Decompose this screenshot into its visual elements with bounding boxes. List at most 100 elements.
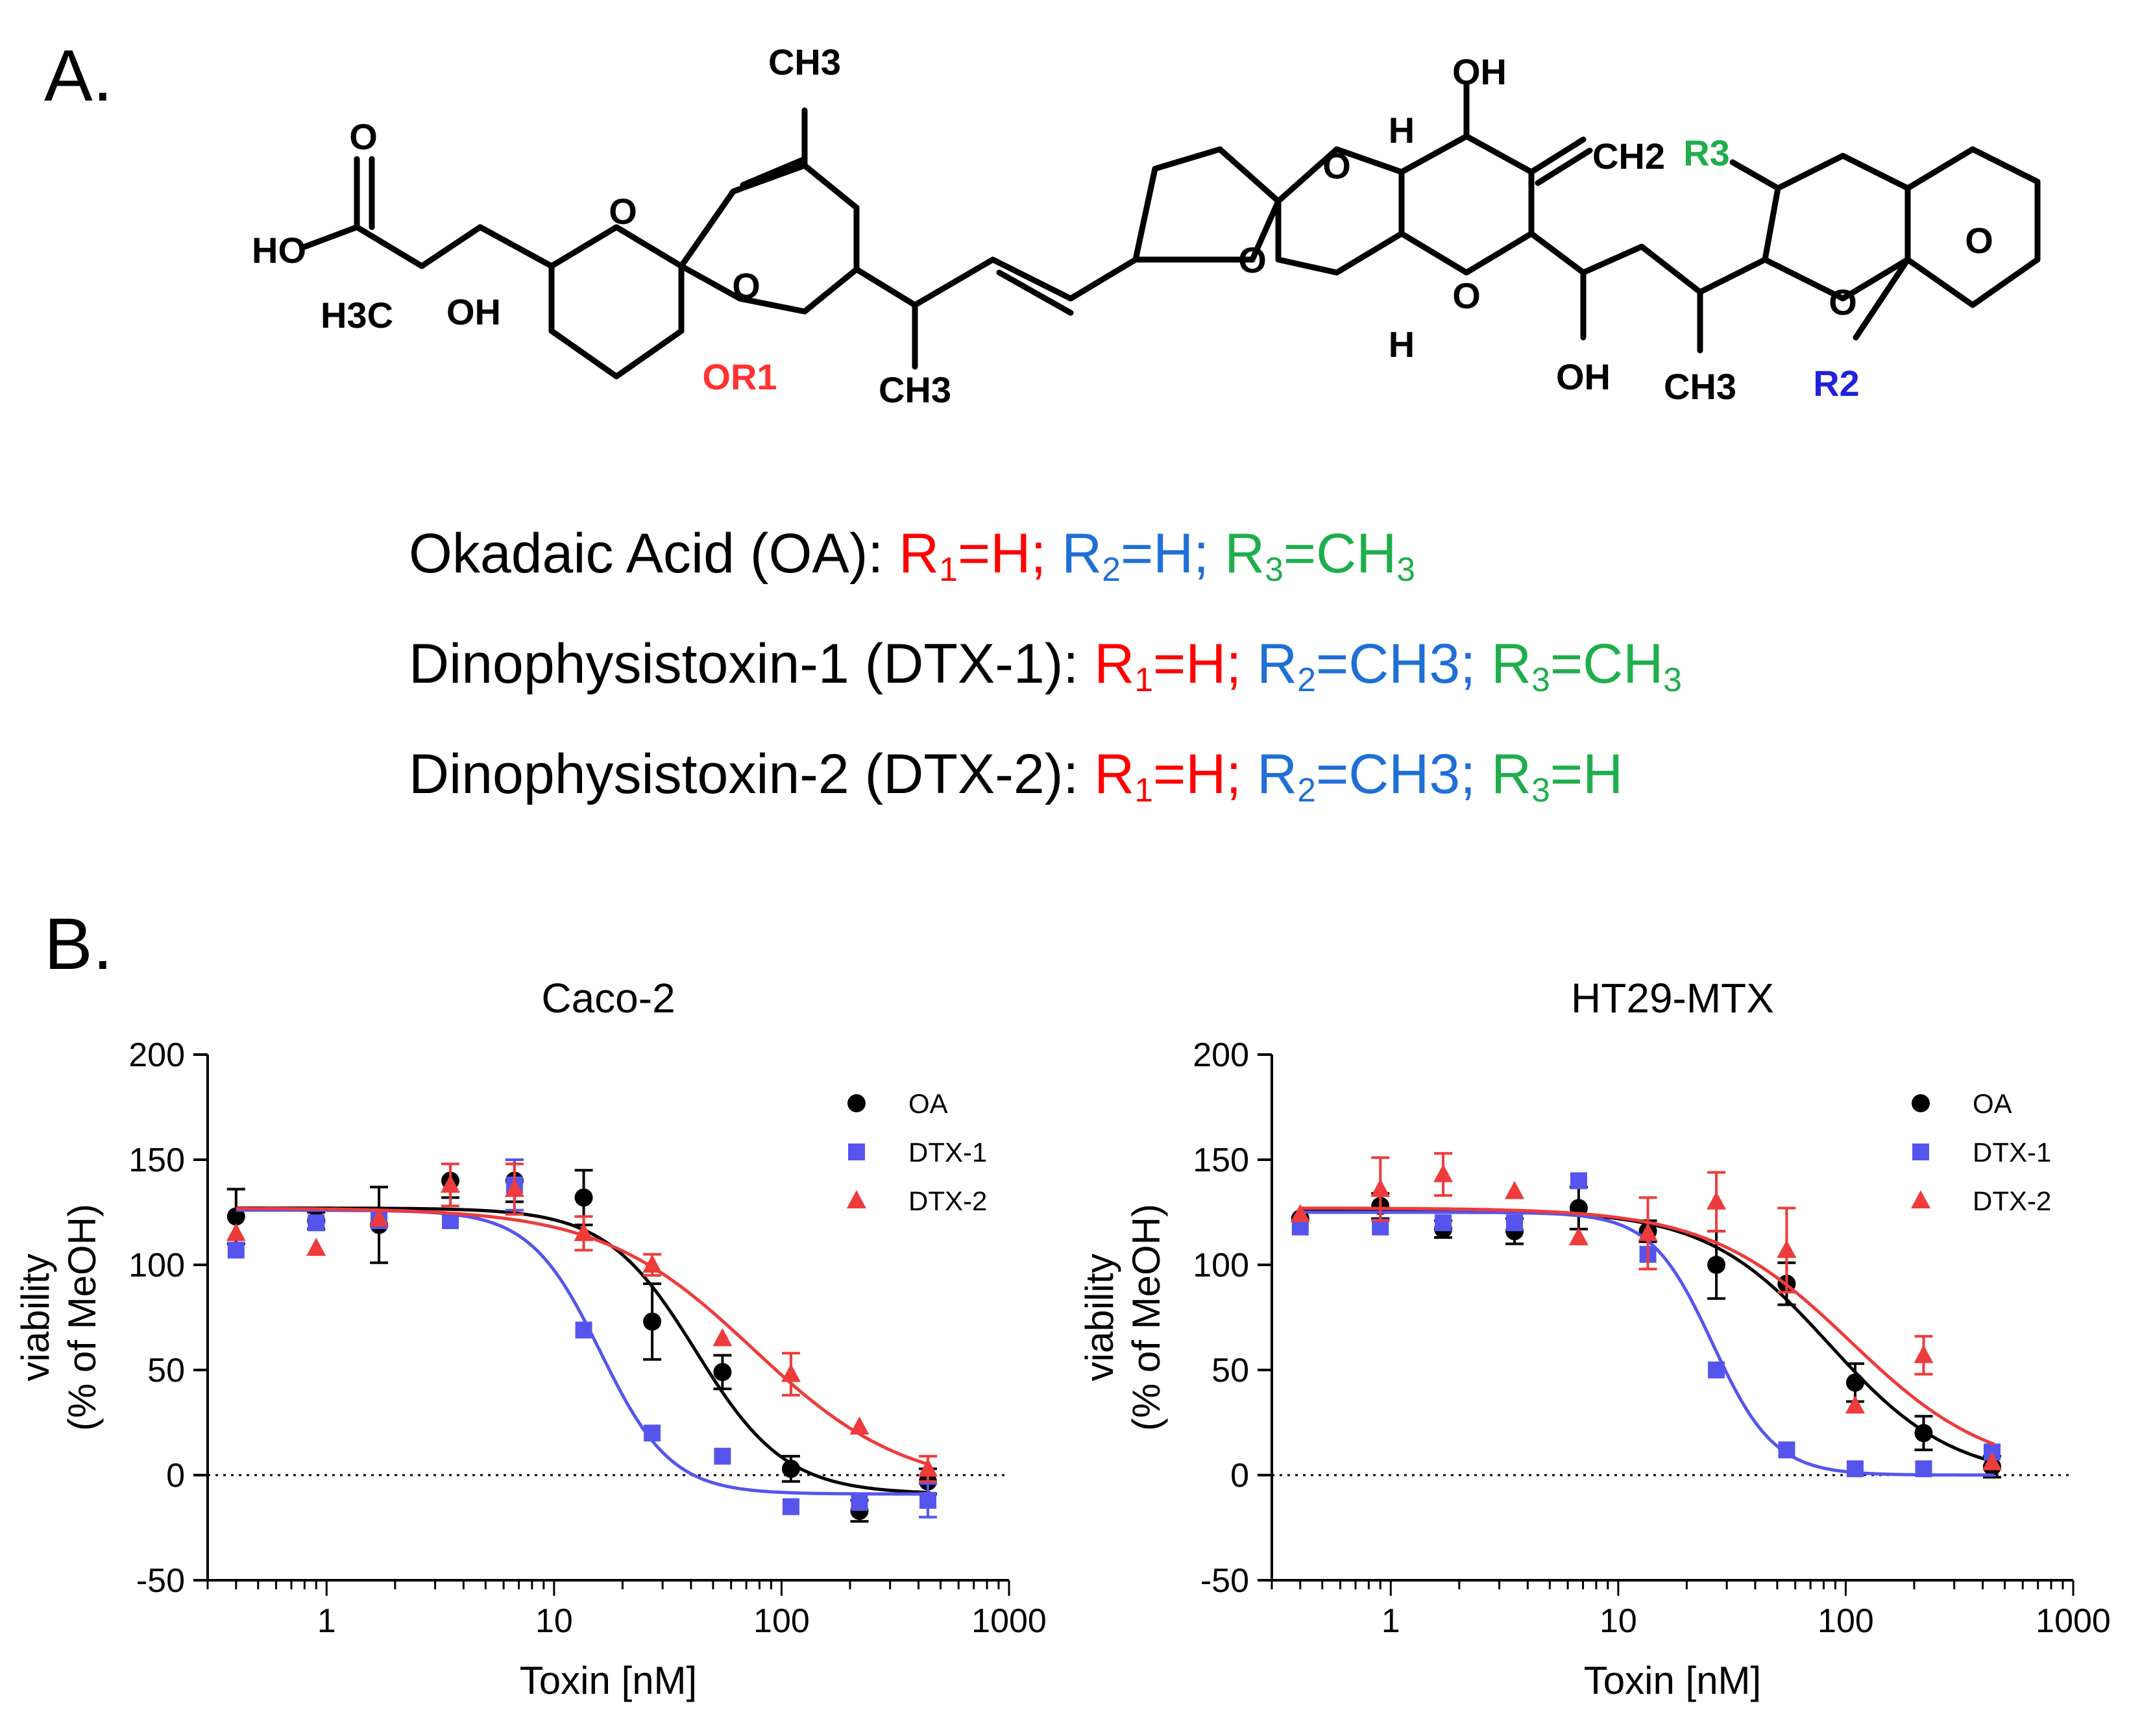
data-point-dtx-2: [226, 1223, 246, 1241]
label-ring-o2: O: [732, 265, 760, 306]
data-point-oa: [713, 1363, 732, 1382]
label-h3c: H3C: [321, 295, 393, 336]
y-tick-label: 0: [166, 1457, 185, 1495]
data-point-dtx-2: [1982, 1452, 2002, 1471]
data-point-dtx-1: [782, 1498, 799, 1515]
y-tick-label: 200: [128, 1036, 185, 1074]
chart-caco2-svg: Caco-2 -50 0 50 100 150 200 1 10 100 1000 Toxin [nM…: [14, 975, 1047, 1702]
data-point-dtx-2: [1914, 1345, 1934, 1363]
y-axis-label-line: (% of MeOH): [60, 1204, 104, 1431]
r1-def: R1=H;: [1094, 743, 1242, 809]
r3-def: R3=CH3: [1224, 522, 1416, 588]
x-tick-label: 1000: [971, 1602, 1047, 1640]
r1-def: R1=H;: [899, 522, 1047, 588]
label-h-top: H: [1389, 110, 1415, 151]
data-point-dtx-2: [441, 1174, 461, 1193]
data-point-dtx-2: [1505, 1180, 1525, 1199]
label-ch3-mid: CH3: [879, 369, 951, 410]
data-point-oa: [574, 1188, 593, 1207]
label-oh-bottom: OH: [1556, 356, 1611, 397]
label-ho: HO: [252, 230, 306, 271]
label-ring-o3: O: [1238, 239, 1267, 280]
data-point-dtx-1: [575, 1321, 592, 1339]
x-axis-label: Toxin [nM]: [520, 1659, 697, 1702]
compound-name: Dinophysistoxin-2 (DTX-2):: [409, 743, 1079, 805]
compound-name: Okadaic Acid (OA):: [409, 522, 884, 585]
label-or1: OR1: [702, 356, 777, 397]
y-axis-label: viability(% of MeOH): [14, 1204, 104, 1431]
series-dtx-1: [1291, 1172, 2001, 1478]
data-point-oa: [226, 1207, 245, 1226]
data-point-dtx-1: [1570, 1172, 1587, 1190]
data-point-dtx-1: [919, 1491, 937, 1509]
data-point-dtx-1: [1708, 1362, 1725, 1378]
y-axis-label-line: viability: [1078, 1254, 1121, 1382]
legend-label-dtx-1: DTX-1: [908, 1137, 987, 1168]
label-ring-o6: O: [1829, 282, 1857, 323]
label-h-bottom: H: [1389, 324, 1415, 365]
y-tick-label: 200: [1193, 1036, 1249, 1074]
compound-definitions: Okadaic Acid (OA): R1=H; R2=H; R3=CH3 Di…: [409, 526, 1682, 857]
data-point-dtx-1: [1435, 1214, 1452, 1232]
data-point-oa: [1914, 1424, 1933, 1443]
label-ring-o7: O: [1965, 220, 1993, 261]
data-point-oa: [643, 1312, 662, 1331]
chart-title: HT29-MTX: [1571, 975, 1774, 1021]
panel-b-label: B.: [44, 903, 113, 984]
data-point-dtx-2: [1707, 1191, 1727, 1210]
y-tick-label: 100: [1193, 1247, 1249, 1284]
label-oh-top: OH: [1452, 51, 1507, 92]
legend-label-oa: OA: [1973, 1088, 2012, 1119]
legend-marker-oa: [847, 1094, 866, 1112]
legend-label-dtx-1: DTX-1: [1973, 1137, 2051, 1168]
data-point-dtx-1: [1915, 1460, 1932, 1478]
chart-ht29-mtx-svg: HT29-MTX -50 0 50 100 150 200 1 10 100 1000 Toxin […: [1078, 975, 2111, 1702]
data-point-dtx-1: [644, 1424, 661, 1442]
y-axis-label-line: viability: [14, 1254, 57, 1382]
y-tick-label: 0: [1230, 1457, 1249, 1495]
y-tick-label: 150: [128, 1142, 185, 1179]
y-tick-label: 100: [128, 1247, 185, 1284]
legend-marker-dtx-2: [847, 1190, 866, 1208]
data-point-dtx-2: [642, 1254, 663, 1273]
series-dtx-2: [226, 1162, 938, 1483]
series-dtx-1: [227, 1158, 938, 1519]
x-tick-label: 1: [1381, 1602, 1400, 1640]
data-point-dtx-2: [918, 1458, 938, 1477]
legend-marker-oa: [1912, 1094, 1930, 1112]
legend-marker-dtx-1: [1912, 1143, 1929, 1160]
x-tick-label: 10: [1600, 1602, 1637, 1640]
data-point-dtx-2: [712, 1328, 733, 1347]
series-oa: [226, 1158, 938, 1523]
data-point-dtx-1: [227, 1241, 245, 1259]
data-point-dtx-2: [781, 1363, 801, 1382]
data-point-dtx-2: [1845, 1395, 1865, 1414]
legend-label-oa: OA: [908, 1088, 948, 1119]
label-r2: R2: [1813, 363, 1860, 404]
x-axis-label: Toxin [nM]: [1584, 1659, 1761, 1702]
data-point-dtx-2: [1568, 1227, 1588, 1245]
data-point-dtx-1: [1506, 1214, 1524, 1232]
data-point-dtx-1: [308, 1214, 325, 1232]
r2-def: R2=CH3;: [1257, 743, 1476, 809]
y-tick-label: 50: [1211, 1352, 1249, 1389]
x-tick-label: 1: [317, 1602, 336, 1640]
data-point-dtx-2: [369, 1208, 389, 1227]
x-tick-label: 10: [535, 1602, 573, 1640]
panel-a-label: A.: [44, 35, 113, 116]
data-point-dtx-2: [574, 1223, 594, 1241]
x-tick-label: 100: [753, 1602, 810, 1640]
r1-def: R1=H;: [1094, 633, 1242, 698]
data-point-dtx-1: [851, 1494, 868, 1511]
label-ring-o1: O: [609, 191, 637, 232]
r3-def: R3=CH3: [1491, 633, 1682, 698]
data-point-dtx-1: [1778, 1441, 1795, 1459]
y-tick-label: 50: [147, 1352, 185, 1389]
label-ring-o4: O: [1322, 145, 1351, 186]
data-point-dtx-1: [1846, 1460, 1864, 1478]
data-point-dtx-2: [849, 1416, 870, 1435]
y-tick-label: 150: [1193, 1142, 1249, 1179]
y-tick-label: -50: [1200, 1562, 1249, 1600]
legend-marker-dtx-2: [1911, 1190, 1930, 1208]
y-axis-label: viability(% of MeOH): [1078, 1204, 1168, 1431]
